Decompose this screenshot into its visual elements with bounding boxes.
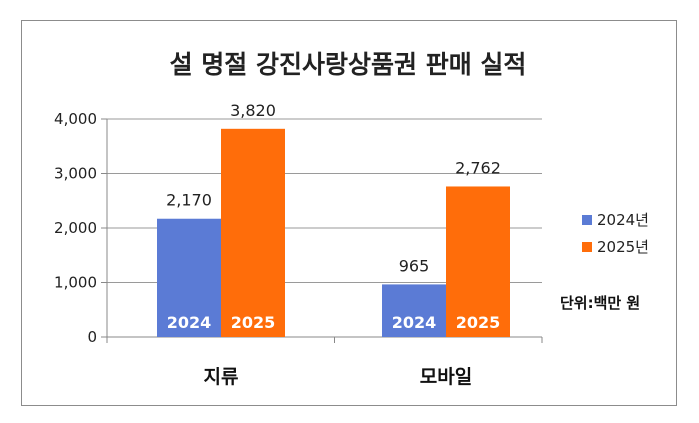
bar	[157, 218, 221, 337]
bar	[446, 186, 510, 337]
bar-inner-label: 2024	[167, 313, 212, 332]
bar	[221, 128, 285, 337]
data-label: 3,820	[230, 101, 276, 120]
y-tick-label: 1,000	[54, 274, 97, 292]
y-axis-ticks: 0 1,000 2,000 3,000 4,000	[54, 110, 543, 346]
bar-inner-label: 2024	[392, 313, 437, 332]
x-axis-categories: 지류 모바일	[204, 366, 473, 388]
legend-label: 2025년	[597, 238, 649, 256]
legend: 2024년 2025년	[582, 211, 649, 256]
chart-title: 설 명절 강진사랑상품권 판매 실적	[170, 50, 527, 79]
y-tick-label: 4,000	[54, 110, 97, 128]
chart-frame: 설 명절 강진사랑상품권 판매 실적 0 1,000 2,000 3,000 4,000…	[21, 20, 677, 406]
bar-inner-label: 2025	[231, 313, 276, 332]
category-label: 모바일	[420, 366, 472, 388]
unit-note: 단위:백만 원	[560, 294, 640, 312]
y-tick-label: 3,000	[54, 165, 97, 183]
category-label: 지류	[204, 366, 239, 388]
bar-inner-label: 2025	[456, 313, 501, 332]
legend-swatch	[582, 242, 592, 252]
bar	[382, 284, 446, 337]
data-label: 965	[399, 256, 430, 275]
bar-chart: 설 명절 강진사랑상품권 판매 실적 0 1,000 2,000 3,000 4,000…	[54, 50, 649, 388]
y-tick-label: 2,000	[54, 219, 97, 237]
bars: 2,170 2024 3,820 2025 965 2024 2,762 2025	[157, 101, 510, 337]
legend-label: 2024년	[597, 211, 649, 229]
data-label: 2,170	[166, 191, 212, 210]
legend-swatch	[582, 215, 592, 225]
y-tick-label: 0	[87, 328, 97, 346]
data-label: 2,762	[455, 158, 501, 177]
